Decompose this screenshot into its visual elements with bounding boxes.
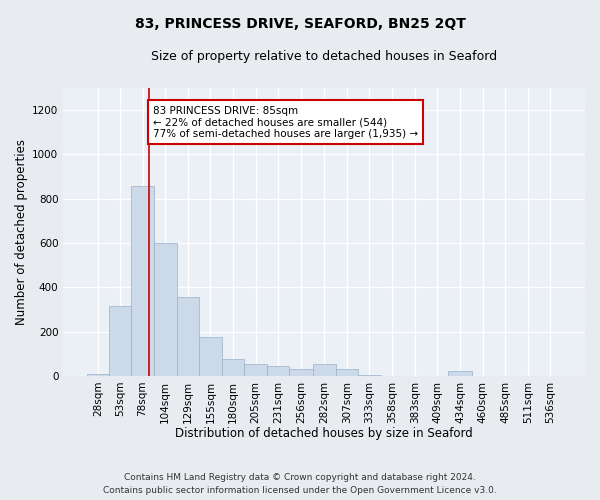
Y-axis label: Number of detached properties: Number of detached properties [15,139,28,325]
Bar [131,186,154,376]
Bar [154,243,176,376]
Bar [289,369,313,376]
Bar [335,369,358,376]
Bar [199,337,222,376]
Text: Contains HM Land Registry data © Crown copyright and database right 2024.
Contai: Contains HM Land Registry data © Crown c… [103,474,497,495]
Bar [448,372,472,376]
Text: 83, PRINCESS DRIVE, SEAFORD, BN25 2QT: 83, PRINCESS DRIVE, SEAFORD, BN25 2QT [134,18,466,32]
Bar [267,366,289,376]
Bar [313,364,335,376]
Bar [222,359,244,376]
X-axis label: Distribution of detached houses by size in Seaford: Distribution of detached houses by size … [175,427,473,440]
Title: Size of property relative to detached houses in Seaford: Size of property relative to detached ho… [151,50,497,63]
Bar [87,374,109,376]
Bar [358,374,381,376]
Text: 83 PRINCESS DRIVE: 85sqm
← 22% of detached houses are smaller (544)
77% of semi-: 83 PRINCESS DRIVE: 85sqm ← 22% of detach… [153,106,418,138]
Bar [244,364,267,376]
Bar [176,297,199,376]
Bar [109,306,131,376]
